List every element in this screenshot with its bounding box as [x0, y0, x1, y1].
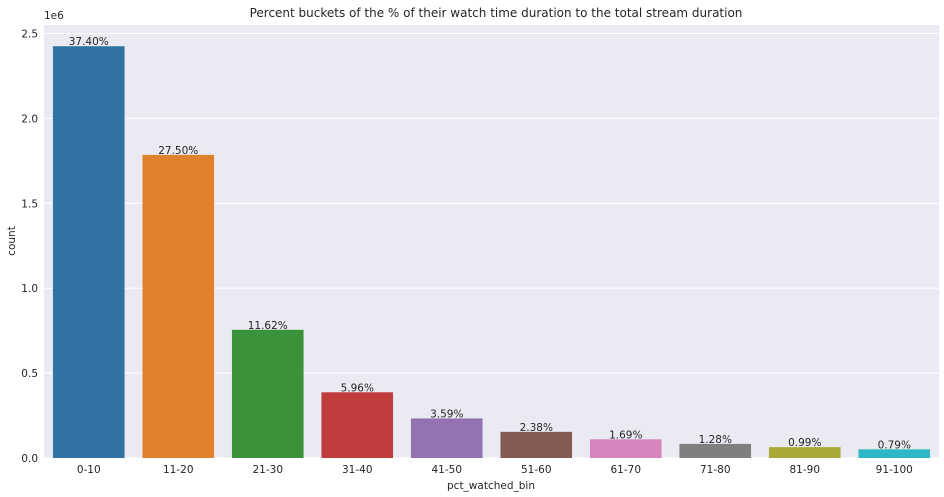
x-tick-label: 0-10 [77, 464, 101, 476]
y-axis-ticks: 0.0 0.5 1.0 1.5 2.0 2.5 [21, 28, 38, 465]
x-tick-label: 81-90 [789, 464, 820, 476]
bar [142, 154, 215, 458]
y-tick-label: 0.0 [21, 453, 38, 465]
bar-value-label: 5.96% [341, 382, 374, 394]
x-tick-label: 71-80 [700, 464, 731, 476]
bar [500, 431, 573, 458]
y-tick-label: 2.5 [21, 28, 38, 40]
x-tick-label: 21-30 [252, 464, 283, 476]
bar-labels: 37.40% 27.50% 11.62% 5.96% 3.59% 2.38% 1.69% 1.… [69, 36, 911, 451]
bar [410, 418, 483, 458]
bar-value-label: 2.38% [520, 422, 553, 434]
bar-value-label: 1.69% [609, 429, 642, 441]
bar-value-label: 1.28% [699, 434, 732, 446]
x-tick-label: 31-40 [342, 464, 373, 476]
x-axis-label: pct_watched_bin [447, 480, 535, 492]
chart-title: Percent buckets of the % of their watch … [250, 6, 743, 20]
x-axis-ticks: 0-10 11-20 21-30 31-40 41-50 51-60 61-70 71-80 8… [77, 464, 913, 476]
y-tick-label: 2.0 [21, 113, 38, 125]
bar-value-label: 0.99% [788, 437, 821, 449]
x-tick-label: 41-50 [431, 464, 462, 476]
y-tick-label: 0.5 [21, 368, 38, 380]
bar [321, 392, 394, 458]
y-tick-label: 1.5 [21, 198, 38, 210]
y-axis-label: count [6, 226, 18, 256]
bar [52, 46, 125, 458]
x-tick-label: 61-70 [610, 464, 641, 476]
bar-value-label: 27.50% [158, 145, 198, 157]
bar [679, 443, 752, 458]
y-axis-offset-label: 1e6 [44, 10, 64, 22]
bar [589, 439, 662, 458]
bars [52, 46, 931, 458]
x-tick-label: 11-20 [163, 464, 194, 476]
bar [768, 447, 841, 458]
bar-value-label: 0.79% [878, 439, 911, 451]
y-tick-label: 1.0 [21, 283, 38, 295]
bar-value-label: 11.62% [248, 320, 288, 332]
bar-value-label: 3.59% [430, 408, 463, 420]
x-tick-label: 91-100 [876, 464, 913, 476]
x-tick-label: 51-60 [521, 464, 552, 476]
bar-value-label: 37.40% [69, 36, 109, 48]
bar [231, 329, 304, 458]
bar [858, 449, 931, 458]
